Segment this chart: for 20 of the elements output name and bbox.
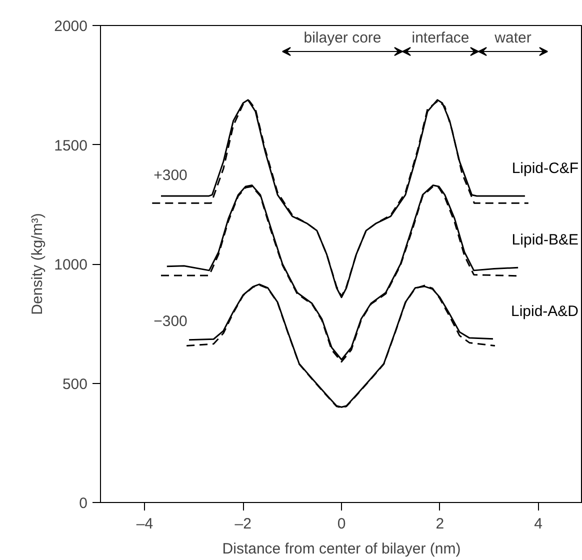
x-tick-label: 0 — [337, 516, 346, 532]
x-tick-label: 2 — [436, 516, 444, 532]
x-axis-title: Distance from center of bilayer (nm) — [222, 540, 461, 558]
annotation: water — [494, 30, 532, 46]
y-tick-label: 1000 — [54, 256, 88, 274]
annotation: bilayer core — [304, 30, 382, 46]
y-tick-label: 1500 — [54, 137, 88, 154]
x-tick-label: –2 — [234, 516, 252, 532]
y-axis-title: Density (kg/m³) — [29, 213, 46, 315]
y-tick-label: 500 — [62, 376, 88, 393]
series-label: Lipid-A&D — [510, 302, 579, 320]
x-tick-label: 4 — [534, 516, 542, 532]
x-tick-label: –4 — [136, 516, 154, 532]
annotation: +300 — [154, 167, 188, 184]
series-label: Lipid-C&F — [512, 160, 578, 178]
series-label: Lipid-B&E — [512, 232, 578, 249]
annotation: −300 — [154, 313, 188, 330]
y-tick-label: 2000 — [54, 18, 88, 35]
y-tick-label: 0 — [79, 495, 88, 512]
annotation: interface — [412, 30, 470, 46]
